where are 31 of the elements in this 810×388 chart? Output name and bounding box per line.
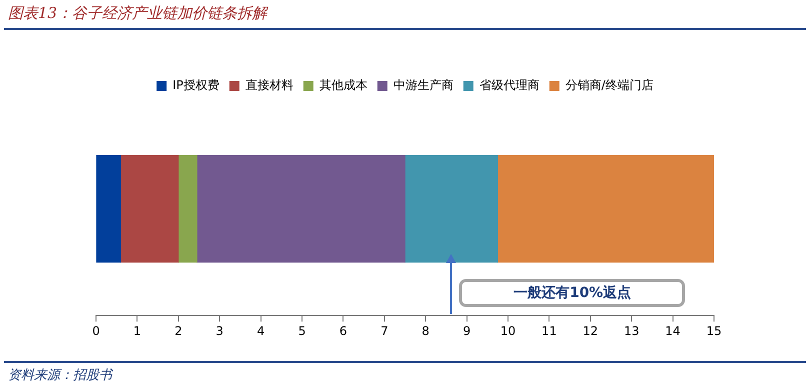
legend-label: 省级代理商 — [479, 78, 540, 92]
legend-label: 直接材料 — [245, 78, 294, 92]
x-tick-label: 4 — [256, 324, 265, 338]
x-tick-label: 0 — [92, 324, 100, 338]
x-tick-label: 8 — [422, 324, 430, 338]
x-tick-label: 10 — [500, 324, 516, 338]
x-tick-label: 14 — [665, 324, 680, 338]
x-tick-label: 12 — [582, 324, 598, 338]
bar — [196, 154, 406, 263]
x-tick-label: 11 — [542, 324, 557, 338]
x-tick-label: 1 — [133, 324, 142, 338]
chart-title: 图表13：谷子经济产业链加价链条拆解 — [8, 4, 268, 23]
bar — [404, 154, 498, 263]
legend-label: 其他成本 — [319, 78, 368, 92]
legend-label: IP授权费 — [172, 78, 220, 92]
x-tick-label: 15 — [706, 324, 722, 338]
text: 一般还有10%返点 — [459, 278, 686, 307]
legend-label: 中游生产商 — [393, 78, 454, 92]
x-tick-label: 2 — [174, 324, 182, 338]
x-tick-label: 9 — [462, 324, 471, 338]
x-tick-label: 13 — [624, 324, 640, 338]
legend-label: 分销商/终端门店 — [565, 78, 654, 92]
bar — [497, 154, 714, 263]
x-tick-label: 6 — [339, 324, 348, 338]
bar — [120, 154, 179, 263]
x-tick-label: 7 — [380, 324, 388, 338]
bar — [178, 154, 198, 263]
text: 资料来源：招股书 — [8, 367, 112, 384]
x-tick-label: 3 — [216, 324, 224, 338]
bar — [96, 154, 122, 263]
x-tick-label: 5 — [298, 324, 306, 338]
